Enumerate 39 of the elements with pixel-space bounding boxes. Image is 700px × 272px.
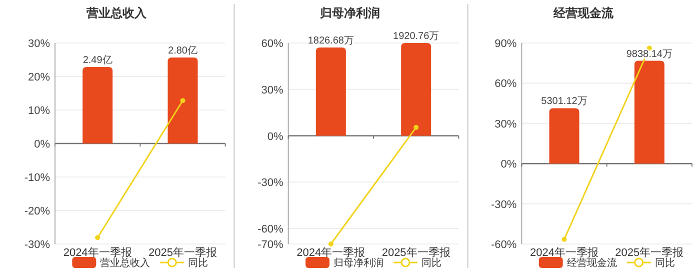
y-tick-label: 30% <box>261 84 284 96</box>
y-tick-label: 90% <box>494 38 517 50</box>
y-tick-label: 60% <box>494 78 517 90</box>
legend-label: 经营现金流 <box>566 257 617 269</box>
x-tick-label: 2025年一季报 <box>382 246 450 259</box>
legend-label: 同比 <box>654 257 675 269</box>
y-tick-label: 20% <box>28 72 50 84</box>
y-tick-label: 0% <box>267 130 284 143</box>
y-tick-label: -30% <box>258 177 284 190</box>
y-tick-label: 0% <box>34 138 50 150</box>
x-tick-label: 2024年一季报 <box>296 246 366 259</box>
data-label: 2.49亿 <box>82 54 112 66</box>
y-tick-label: -30% <box>24 239 50 251</box>
chart-title: 归母净利润 <box>319 6 380 20</box>
data-label: 5301.12万 <box>541 96 588 108</box>
y-tick-label: -60% <box>490 239 517 251</box>
legend-label: 同比 <box>422 257 442 269</box>
data-label: 1920.76万 <box>393 31 440 42</box>
data-label: 1826.68万 <box>308 36 354 47</box>
chart-title: 营业总收入 <box>86 6 148 20</box>
y-tick-label: -10% <box>24 172 50 184</box>
legend-label: 同比 <box>188 257 208 269</box>
y-tick-label: -30% <box>490 198 517 211</box>
x-tick-label: 2024年一季报 <box>63 246 132 259</box>
y-tick-label: 0% <box>500 158 517 171</box>
x-tick-label: 2025年一季报 <box>615 246 684 259</box>
y-tick-label: 60% <box>261 38 284 50</box>
x-tick-label: 2025年一季报 <box>148 246 217 259</box>
y-tick-label: 30% <box>494 118 517 130</box>
y-tick-label: 30% <box>28 38 50 50</box>
y-tick-label: -60% <box>258 224 284 236</box>
chart-title: 经营现金流 <box>552 6 614 20</box>
legend-label: 营业总收入 <box>100 257 150 269</box>
legend-label: 归母净利润 <box>334 257 384 269</box>
y-tick-label: 10% <box>28 105 50 117</box>
y-tick-label: -70% <box>258 239 284 251</box>
x-tick-label: 2024年一季报 <box>530 246 598 259</box>
data-label: 2.80亿 <box>168 45 198 56</box>
y-tick-label: -20% <box>24 206 50 218</box>
